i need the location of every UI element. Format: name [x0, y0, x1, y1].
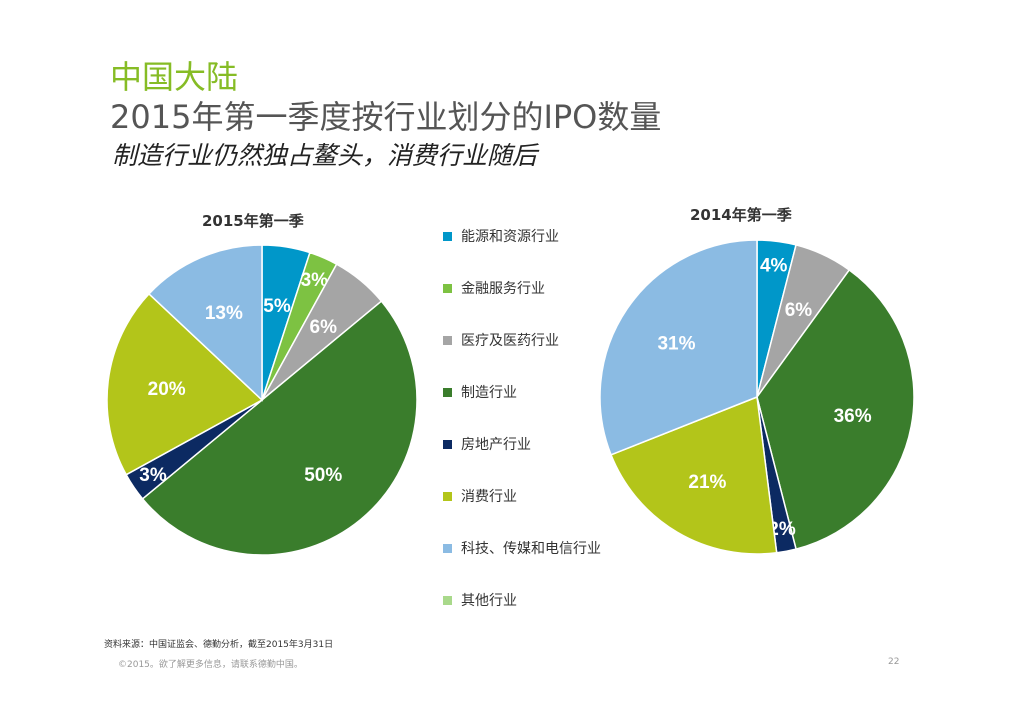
page-number: 22	[888, 657, 900, 667]
pie-data-label: 21%	[688, 472, 726, 493]
pie-slice	[610, 395, 778, 555]
pie-data-label: 20%	[148, 379, 186, 400]
pie-data-label: 4%	[760, 256, 788, 277]
legend-label: 科技、传媒和电信行业	[461, 541, 601, 557]
legend-item: 金融服务行业	[443, 262, 601, 314]
region-title: 中国大陆	[110, 58, 239, 96]
legend-swatch	[443, 439, 452, 449]
pie-2015-title: 2015年第一季	[202, 212, 304, 230]
legend-swatch	[443, 387, 452, 397]
legend-swatch	[443, 543, 452, 553]
pie-data-label: 31%	[657, 333, 695, 354]
legend-label: 制造行业	[461, 385, 517, 401]
legend-label: 医疗及医药行业	[461, 333, 559, 349]
pie-2014-title: 2014年第一季	[690, 206, 792, 224]
pie-data-label: 3%	[139, 465, 167, 486]
copyright: ©2015。欲了解更多信息，请联系德勤中国。	[118, 660, 303, 670]
legend-label: 其他行业	[461, 593, 517, 609]
legend-item: 医疗及医药行业	[443, 314, 601, 366]
legend-swatch	[443, 491, 452, 501]
legend-label: 消费行业	[461, 489, 517, 505]
pie-slice	[599, 239, 758, 456]
legend-item: 消费行业	[443, 470, 601, 522]
legend-item: 能源和资源行业	[443, 210, 601, 262]
pie-data-label: 13%	[205, 303, 243, 324]
legend-item: 制造行业	[443, 366, 601, 418]
pie-data-label: 50%	[304, 465, 342, 486]
page-subtitle: 制造行业仍然独占鳌头，消费行业随后	[112, 141, 538, 170]
pie-data-label: 6%	[310, 317, 338, 338]
legend-item: 其他行业	[443, 574, 601, 626]
page-title: 2015年第一季度按行业划分的IPO数量	[110, 98, 662, 136]
pie-data-label: 6%	[785, 300, 813, 321]
pie-slice	[141, 300, 418, 556]
legend-swatch	[443, 231, 452, 241]
pie-data-label: 36%	[834, 406, 872, 427]
legend-swatch	[443, 335, 452, 345]
legend-label: 金融服务行业	[461, 281, 545, 297]
source-note: 资料来源：中国证监会、德勤分析，截至2015年3月31日	[104, 640, 334, 650]
legend-label: 房地产行业	[461, 437, 531, 453]
legend-label: 能源和资源行业	[461, 229, 559, 245]
pie-slice	[147, 244, 263, 402]
pie-slice	[756, 268, 915, 550]
pie-slice	[106, 292, 264, 476]
legend-item: 科技、传媒和电信行业	[443, 522, 601, 574]
legend: 能源和资源行业 金融服务行业 医疗及医药行业 制造行业房地产行业消费行业科技、传媒和电…	[443, 210, 601, 626]
pie-data-label: 5%	[263, 296, 291, 317]
pie-data-label: 3%	[301, 270, 329, 291]
legend-item: 房地产行业	[443, 418, 601, 470]
legend-swatch	[443, 283, 452, 293]
legend-swatch	[443, 595, 452, 605]
